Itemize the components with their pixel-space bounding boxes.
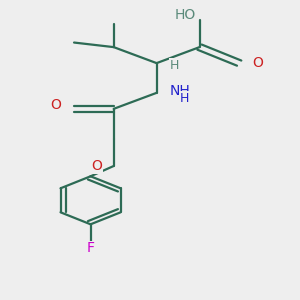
Text: H: H	[170, 59, 179, 72]
Text: O: O	[252, 56, 263, 70]
Text: HO: HO	[175, 8, 196, 22]
Text: O: O	[50, 98, 61, 112]
Text: NH: NH	[170, 84, 190, 98]
Text: O: O	[91, 159, 102, 173]
Text: F: F	[87, 241, 94, 255]
Text: H: H	[180, 92, 189, 105]
